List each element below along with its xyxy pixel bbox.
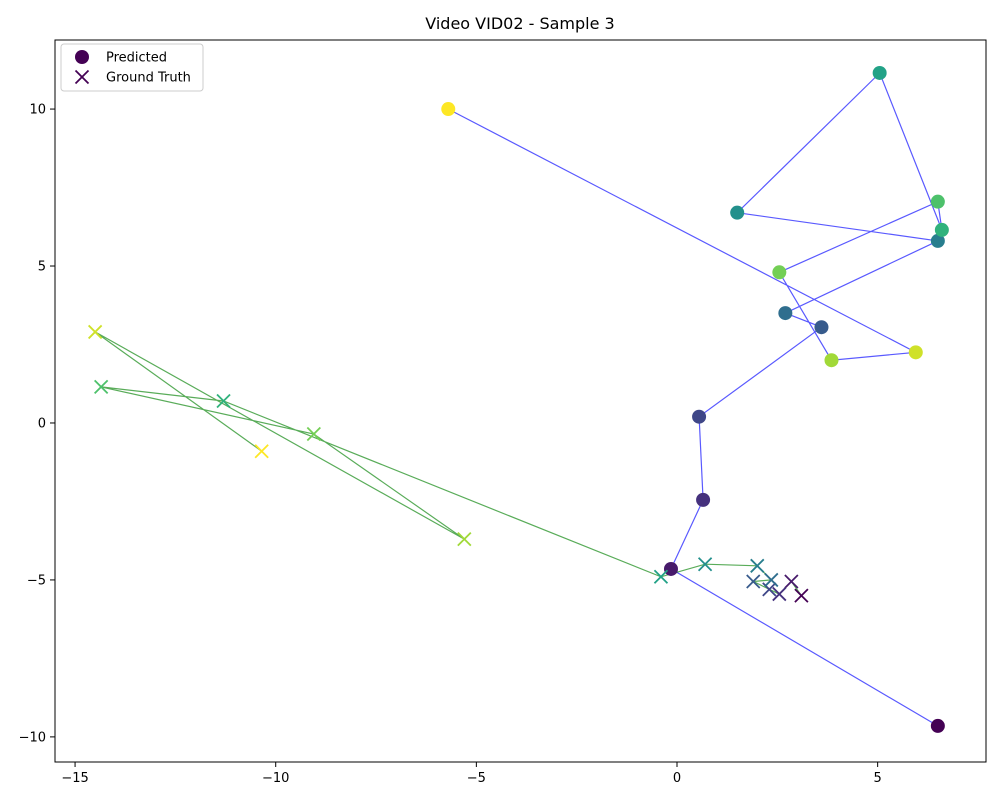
predicted-point <box>441 102 456 117</box>
chart-title: Video VID02 - Sample 3 <box>425 14 614 33</box>
ground-truth-point <box>764 572 779 588</box>
legend-ground-truth-marker <box>74 69 90 85</box>
legend-box <box>60 43 204 92</box>
y-tick-label: 10 <box>29 103 46 118</box>
predicted-point <box>930 233 945 248</box>
ground-truth-point <box>306 426 321 442</box>
y-tick-label: 0 <box>38 416 46 431</box>
data-markers <box>87 65 949 733</box>
predicted-point <box>814 320 829 335</box>
ground-truth-point <box>87 324 103 340</box>
legend-ground-truth-label: Ground Truth <box>106 71 191 86</box>
ground-truth-point <box>653 569 669 584</box>
predicted-point <box>778 306 793 321</box>
plot-frame <box>54 39 987 763</box>
predicted-point <box>663 561 678 576</box>
ground-truth-point <box>784 574 799 589</box>
predicted-point <box>824 353 839 368</box>
x-tick-label: −5 <box>467 771 486 786</box>
predicted-point <box>934 222 949 237</box>
ground-truth-point <box>254 444 269 459</box>
predicted-point <box>772 265 787 280</box>
ground-truth-point <box>750 558 765 573</box>
predicted-point <box>930 194 945 209</box>
predicted-point <box>730 205 745 220</box>
predicted-point <box>692 409 707 424</box>
predicted-point <box>872 65 887 80</box>
ground-truth-path <box>94 331 802 596</box>
ground-truth-point <box>216 393 231 409</box>
ground-truth-point <box>772 586 787 602</box>
x-axis: −15 −10 −5 0 5 <box>61 762 882 786</box>
predicted-point <box>908 345 923 360</box>
predicted-point <box>930 718 945 733</box>
predicted-point <box>696 492 711 507</box>
y-tick-label: 5 <box>38 260 46 275</box>
y-tick-label: −10 <box>19 730 46 745</box>
legend-predicted-label: Predicted <box>106 51 167 66</box>
ground-truth-point <box>94 379 109 395</box>
ground-truth-point <box>746 574 761 589</box>
x-tick-label: −15 <box>61 771 88 786</box>
ground-truth-point <box>794 588 809 603</box>
ground-truth-point <box>457 531 472 547</box>
y-tick-label: −5 <box>27 573 46 588</box>
x-tick-label: −10 <box>262 771 289 786</box>
y-axis: −10 −5 0 5 10 <box>19 103 55 745</box>
x-tick-label: 0 <box>673 771 681 786</box>
predicted-path <box>448 71 943 727</box>
x-tick-label: 5 <box>874 771 882 786</box>
legend-predicted-marker <box>75 50 89 64</box>
ground-truth-point <box>697 557 713 572</box>
legend: Predicted Ground Truth <box>60 43 204 92</box>
